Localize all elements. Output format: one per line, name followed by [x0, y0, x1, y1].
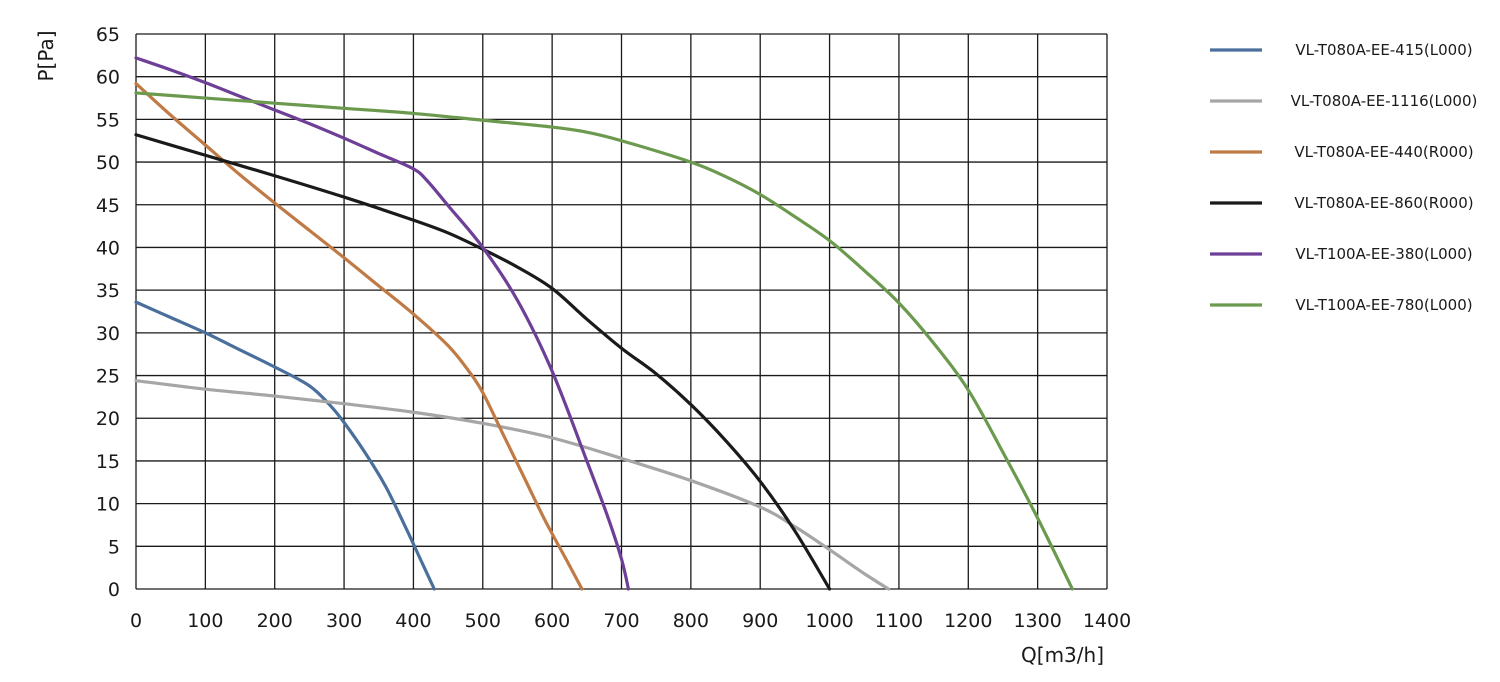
y-axis-label: P[Pa] [34, 30, 58, 81]
series-line-4 [134, 56, 631, 591]
y-tick-label: 55 [96, 109, 120, 131]
x-axis-label: Q[m3/h] [1021, 643, 1104, 667]
x-tick-label: 1200 [944, 610, 992, 632]
legend-label-5: VL-T100A-EE-780(L000) [1295, 296, 1472, 314]
x-tick-label: 0 [130, 610, 142, 632]
y-tick-label: 5 [108, 536, 120, 558]
y-tick-label: 0 [108, 579, 120, 601]
x-tick-label: 1000 [805, 610, 853, 632]
series-line-3 [134, 133, 832, 591]
legend-label-2: VL-T080A-EE-440(R000) [1294, 143, 1473, 161]
x-tick-label: 300 [326, 610, 362, 632]
y-tick-label: 65 [96, 24, 120, 46]
y-tick-label: 40 [96, 237, 120, 259]
series-lines [134, 56, 1074, 591]
y-tick-label: 50 [96, 152, 120, 174]
x-tick-label: 1100 [875, 610, 923, 632]
grid-lines [135, 33, 1108, 590]
y-tick-label: 15 [96, 451, 120, 473]
x-tick-label: 400 [395, 610, 431, 632]
series-line-5 [134, 91, 1074, 591]
legend-label-4: VL-T100A-EE-380(L000) [1295, 245, 1472, 263]
series-line-2 [134, 81, 584, 591]
x-tick-label: 900 [742, 610, 778, 632]
y-tick-label: 30 [96, 323, 120, 345]
y-tick-label: 10 [96, 494, 120, 516]
x-tick-label: 200 [257, 610, 293, 632]
y-tick-label: 60 [96, 67, 120, 89]
legend-label-3: VL-T080A-EE-860(R000) [1294, 194, 1473, 212]
y-tick-label: 20 [96, 408, 120, 430]
series-line-0 [134, 300, 436, 591]
legend-label-0: VL-T080A-EE-415(L000) [1295, 41, 1472, 59]
y-tick-label: 45 [96, 195, 120, 217]
y-tick-labels: 0 5 10 15 20 25 30 35 40 45 50 55 60 65 [96, 24, 120, 601]
x-tick-label: 1300 [1013, 610, 1061, 632]
legend-label-1: VL-T080A-EE-1116(L000) [1291, 92, 1478, 110]
x-tick-label: 100 [187, 610, 223, 632]
x-tick-label: 500 [465, 610, 501, 632]
x-tick-label: 1400 [1083, 610, 1131, 632]
y-tick-label: 25 [96, 366, 120, 388]
y-tick-label: 35 [96, 280, 120, 302]
x-tick-label: 600 [534, 610, 570, 632]
legend: VL-T080A-EE-415(L000) VL-T080A-EE-1116(L0… [1210, 41, 1477, 314]
x-tick-labels: 0 100 200 300 400 500 600 700 800 900 1000 1100 1200… [130, 610, 1131, 632]
x-tick-label: 700 [603, 610, 639, 632]
series-line-1 [134, 379, 891, 591]
x-tick-label: 800 [673, 610, 709, 632]
